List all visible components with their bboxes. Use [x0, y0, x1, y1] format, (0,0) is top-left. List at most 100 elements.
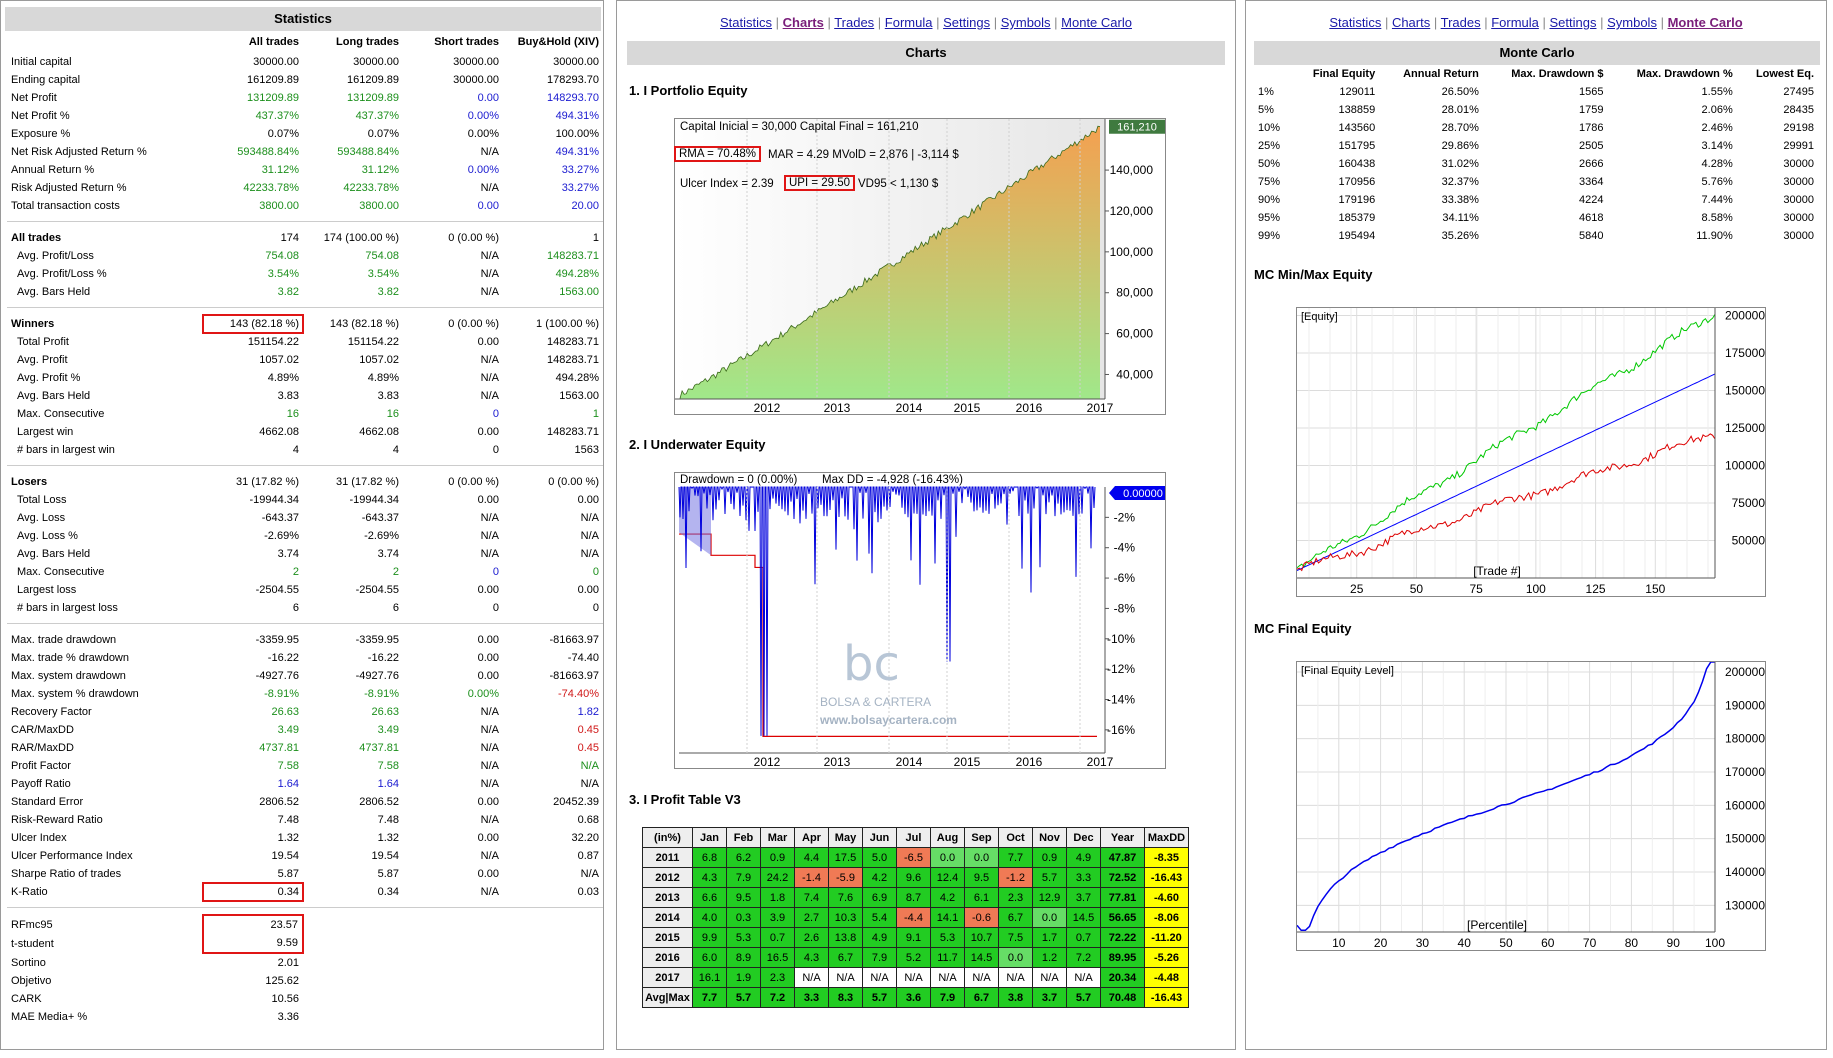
- nav-link-trades[interactable]: Trades: [834, 15, 875, 30]
- nav-separator: |: [1656, 15, 1668, 30]
- nav-link-symbols[interactable]: Symbols: [1607, 15, 1657, 30]
- equity-y-tick-label: 100,000: [1110, 245, 1154, 259]
- nav-link-monte-carlo[interactable]: Monte Carlo: [1061, 15, 1132, 30]
- stat-value: 174 (100.00 %): [323, 232, 399, 244]
- stat-row: MAE Media+ % 3.36: [7, 1008, 603, 1026]
- stat-label: RAR/MaxDD: [11, 742, 74, 754]
- fe-x-tick-label: 50: [1499, 936, 1513, 950]
- stat-value: [303, 1008, 403, 1026]
- stat-value: 4.89%: [267, 372, 299, 384]
- profit-cell: -1.4: [794, 867, 829, 888]
- mc-percentile: 99%: [1258, 230, 1281, 242]
- nav-link-settings[interactable]: Settings: [943, 15, 991, 30]
- mc-value: 32.37%: [1441, 176, 1479, 188]
- profit-cell: 56.65: [1100, 907, 1145, 928]
- stat-value: 151154.22: [247, 336, 299, 348]
- profit-cell: 3.6: [896, 987, 931, 1008]
- fe-x-tick-label: 10: [1332, 936, 1346, 950]
- nav-separator: |: [874, 15, 885, 30]
- stat-row: Avg. Bars Held 3.82 3.82 N/A 1563.00: [7, 283, 603, 301]
- profit-col-header: Feb: [726, 827, 761, 848]
- mc-percentile: 10%: [1258, 122, 1281, 134]
- nav-link-charts[interactable]: Charts: [782, 15, 824, 30]
- stat-value: N/A: [580, 778, 599, 790]
- stat-value: [503, 1008, 603, 1026]
- profit-row: 2015 9.9 5.3 0.7 2.6 13.8 4.9 9.1 5.3 10.7 7.5 1.7 0…: [642, 927, 1189, 948]
- profit-cell: N/A: [828, 967, 863, 988]
- stat-label: Profit Factor: [11, 760, 71, 772]
- stat-label: CAR/MaxDD: [11, 724, 74, 736]
- nav-link-symbols[interactable]: Symbols: [1000, 15, 1051, 30]
- stat-value: N/A: [580, 530, 599, 542]
- mc-row: 25% 151795 29.86% 2505 3.14% 29991: [1254, 137, 1820, 155]
- profit-row: 2012 4.3 7.9 24.2 -1.4 -5.9 4.2 9.6 12.4 9.5 -1.2 5…: [642, 867, 1189, 888]
- stat-value: 1057.02: [359, 354, 399, 366]
- nav-link-formula[interactable]: Formula: [884, 15, 933, 30]
- stat-row: Max. Consecutive 16 16 0 1: [7, 405, 603, 423]
- stat-value: N/A: [480, 182, 499, 194]
- profit-col-header: Jan: [692, 827, 727, 848]
- stat-label: Total Profit: [17, 336, 69, 348]
- profit-cell: 3.9: [760, 907, 795, 928]
- stat-row: Recovery Factor 26.63 26.63 N/A 1.82: [7, 703, 603, 721]
- profit-col-header: Jun: [862, 827, 897, 848]
- stat-value: -4927.76: [255, 670, 299, 682]
- stat-value: 100.00%: [555, 128, 599, 140]
- stat-label: Net Profit: [11, 92, 57, 104]
- stat-value: 2: [392, 566, 399, 578]
- stat-value: 151154.22: [347, 336, 399, 348]
- stat-label: # bars in largest win: [17, 444, 115, 456]
- profit-cell: -5.26: [1144, 947, 1189, 968]
- stat-label: Largest win: [17, 426, 74, 438]
- mc-col-header: Annual Return: [1403, 68, 1479, 80]
- stat-label: Max. trade % drawdown: [11, 652, 129, 664]
- stat-value: 0.07%: [267, 128, 299, 140]
- profit-col-header: May: [828, 827, 863, 848]
- profit-cell: 12.4: [930, 867, 965, 888]
- stat-value: 0 (0.00 %): [548, 476, 599, 488]
- stat-label: Max. Consecutive: [17, 408, 105, 420]
- dd-last-value-badge: [1109, 486, 1165, 500]
- nav-link-trades[interactable]: Trades: [1440, 15, 1481, 30]
- section-underwater-equity: 2. I Underwater Equity: [629, 437, 766, 452]
- stat-row: Net Profit 131209.89 131209.89 0.00 148293.7…: [7, 89, 603, 107]
- mc-value: 2666: [1579, 158, 1604, 170]
- stat-value: 5.87: [277, 868, 299, 880]
- profit-col-header: Oct: [998, 827, 1033, 848]
- stat-row: CARK 10.56: [7, 990, 603, 1008]
- mc-value: 1759: [1579, 104, 1604, 116]
- mc-final-title: MC Final Equity: [1254, 621, 1352, 636]
- fe-x-tick-label: 100: [1705, 936, 1725, 950]
- nav-link-statistics[interactable]: Statistics: [720, 15, 773, 30]
- nav-link-formula[interactable]: Formula: [1491, 15, 1539, 30]
- mm-series-line: [1296, 433, 1716, 572]
- nav-link-charts[interactable]: Charts: [1391, 15, 1431, 30]
- stat-label: Avg. Profit: [17, 354, 68, 366]
- stat-value: [303, 972, 403, 990]
- profit-cell: 0.0: [964, 847, 999, 868]
- nav-link-statistics[interactable]: Statistics: [1329, 15, 1382, 30]
- profit-col-header: (in%): [642, 827, 693, 848]
- mc-value: 30000: [1783, 176, 1814, 188]
- mm-y-tick-label: 200000: [1725, 309, 1765, 323]
- profit-cell: 4.2: [862, 867, 897, 888]
- stat-row: # bars in largest win 4 4 0 1563: [7, 441, 603, 459]
- stat-label: Sharpe Ratio of trades: [11, 868, 122, 880]
- stat-value: N/A: [480, 390, 499, 402]
- profit-cell: 6.0: [692, 947, 727, 968]
- nav-link-settings[interactable]: Settings: [1549, 15, 1597, 30]
- mm-y-tick-label: 100000: [1725, 459, 1765, 473]
- equity-svg: 40,000 60,000 80,000 100,000 120,000 140,000 2…: [675, 119, 1165, 415]
- nav-link-monte-carlo[interactable]: Monte Carlo: [1667, 15, 1743, 30]
- stat-value: 161209.89: [247, 74, 299, 86]
- drawdown-svg: -2% -4% -6% -8% -10% -12% -14% -16% 2012 2013 2014…: [678, 486, 1165, 769]
- stat-label: Total Loss: [17, 494, 67, 506]
- stat-col-header: Short trades: [434, 36, 499, 48]
- stat-value: 0.00: [577, 584, 599, 596]
- dd-y-tick-label: -12%: [1107, 662, 1135, 676]
- profit-cell: 24.2: [760, 867, 795, 888]
- stat-row: CAR/MaxDD 3.49 3.49 N/A 0.45: [7, 721, 603, 739]
- mc-minmax-svg: 50000 75000 100000 125000 150000 175000 200000…: [1296, 308, 1765, 596]
- profit-cell: 5.4: [862, 907, 897, 928]
- stat-value: -8.91%: [264, 688, 299, 700]
